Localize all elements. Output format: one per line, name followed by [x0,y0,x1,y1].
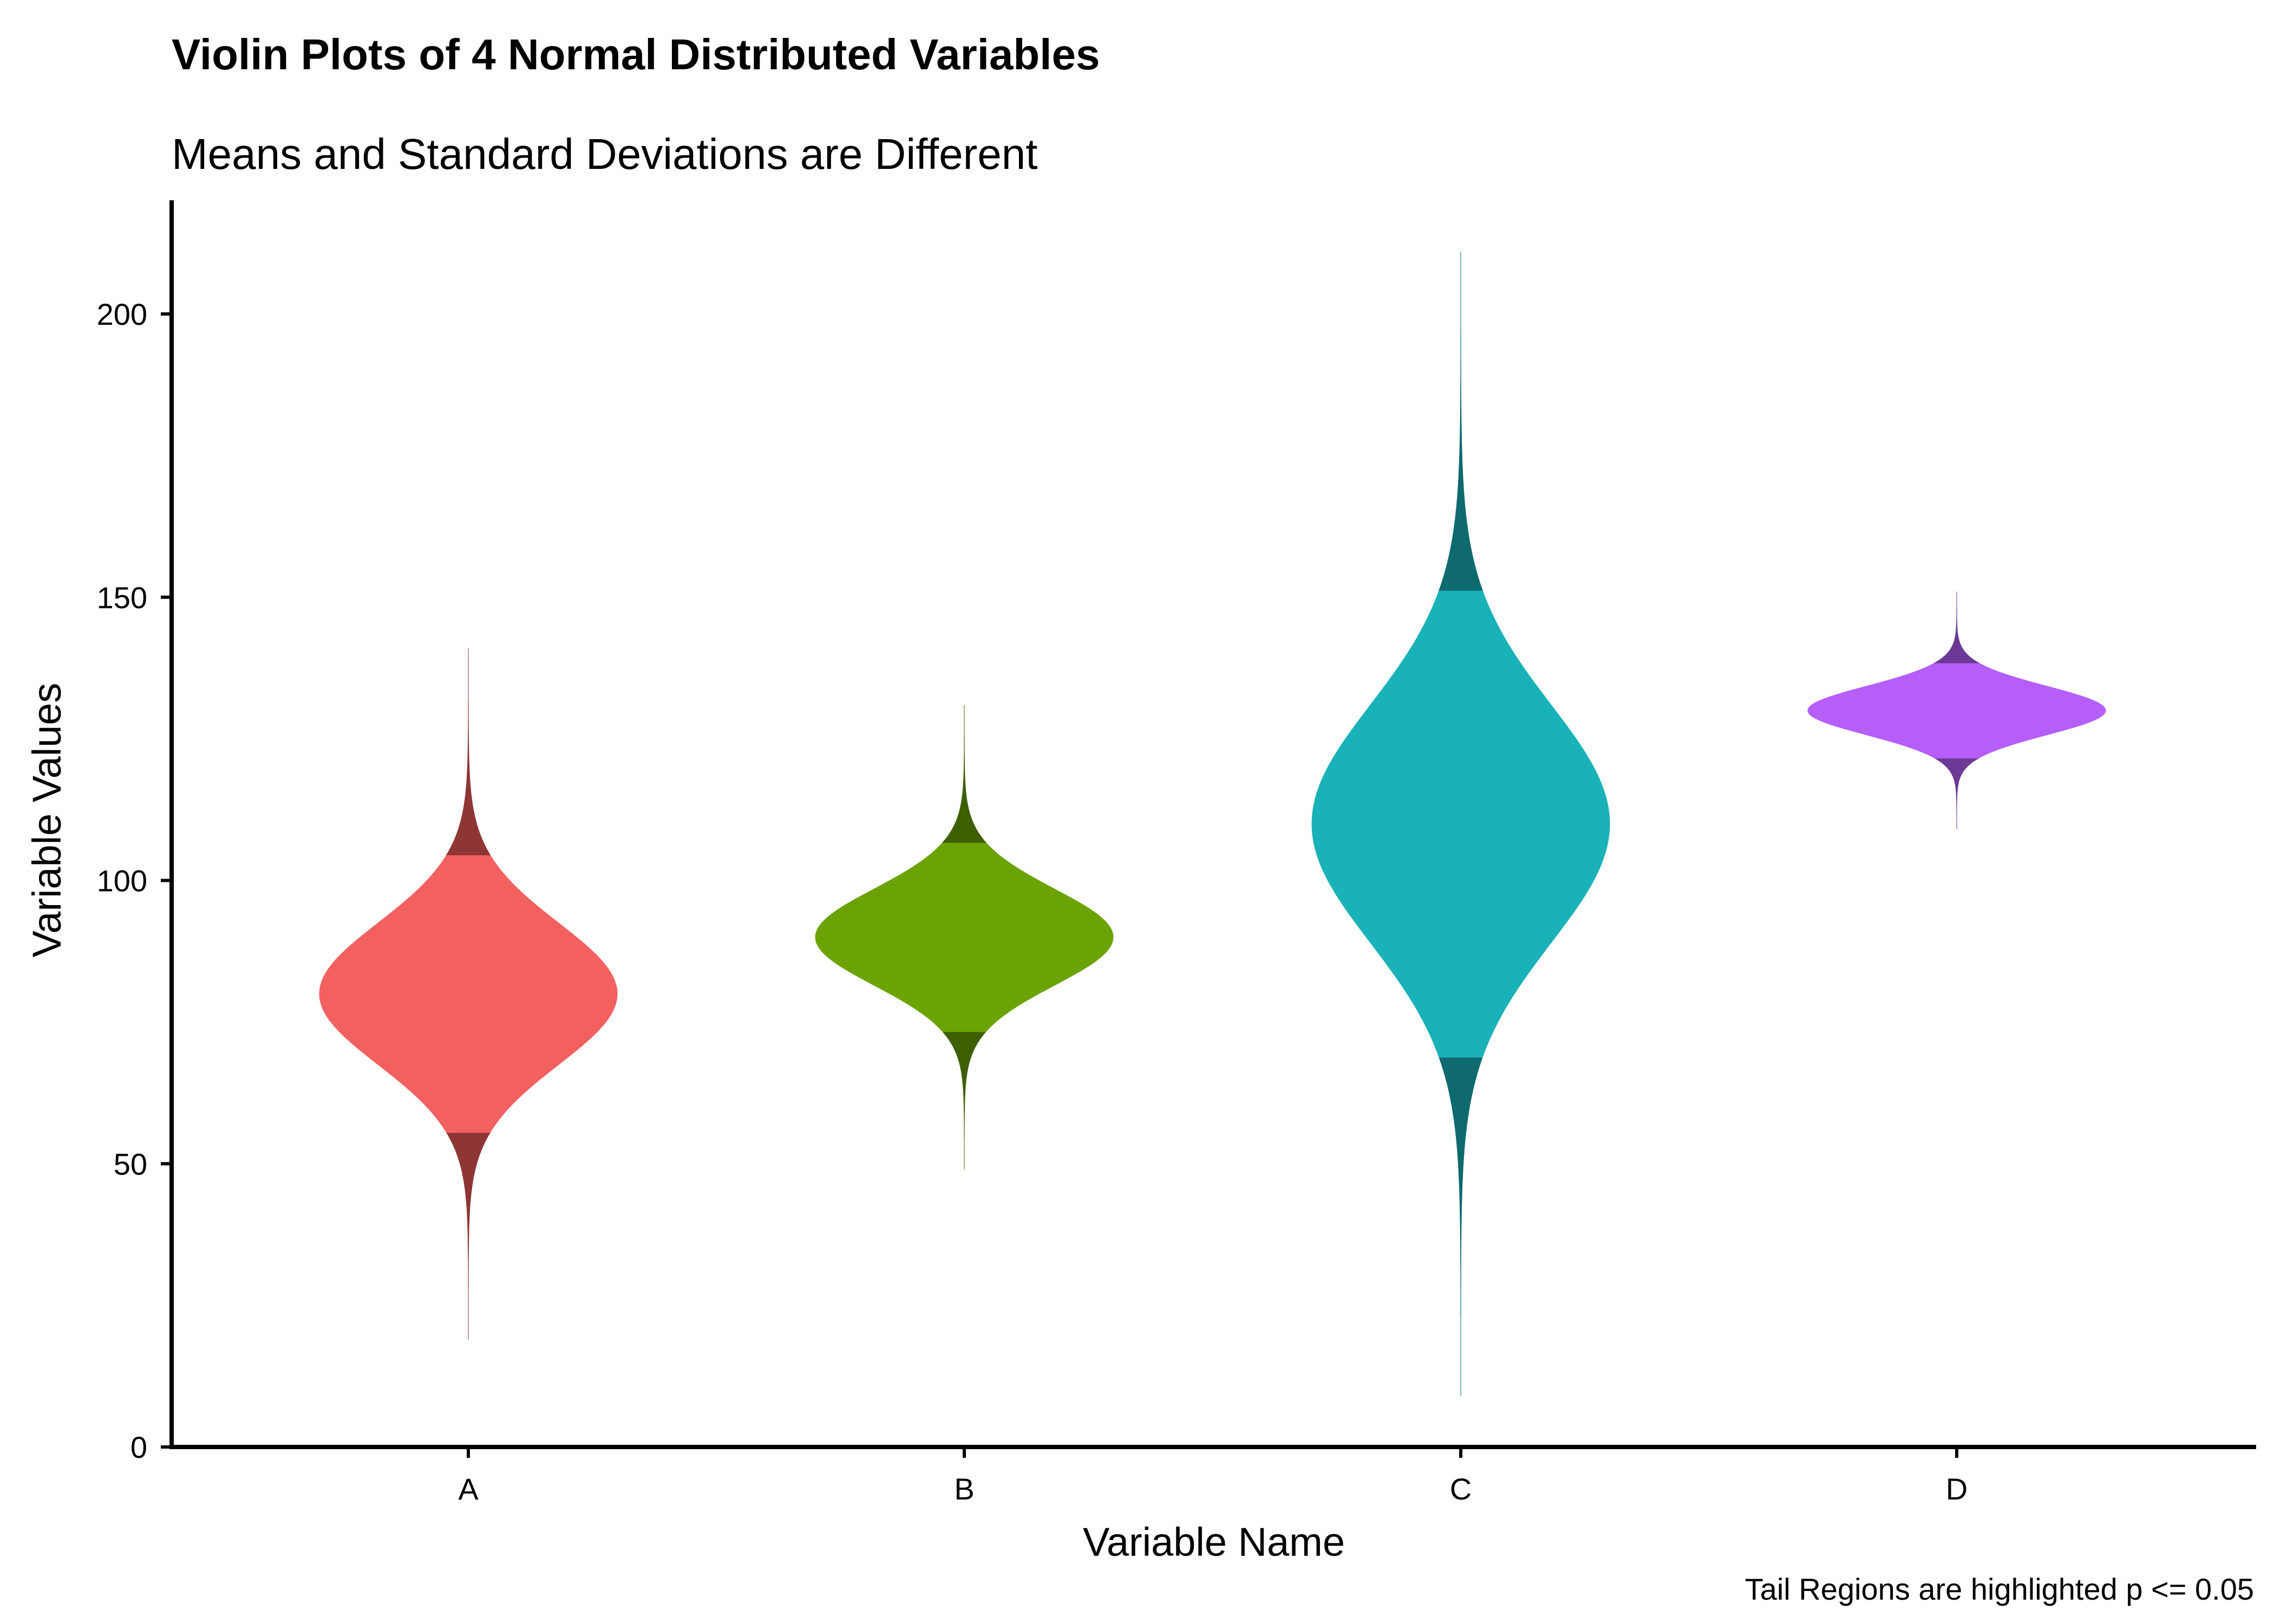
x-tick-label: B [954,1472,974,1506]
violin-lower-tail [1933,758,1980,830]
violin-body [1311,590,1610,1058]
plot-area [319,251,2106,1396]
y-axis-title: Variable Values [24,683,69,957]
x-tick-label: D [1946,1472,1968,1506]
y-axis: 0 50 100 150 200 [97,297,172,1464]
y-tick-label: 100 [97,864,147,898]
chart-subtitle: Means and Standard Deviations are Differ… [172,130,1037,178]
x-axis: A B C D [458,1447,1968,1506]
chart-caption: Tail Regions are highlighted p <= 0.05 [1745,1572,2254,1606]
violin-lower-tail [942,1031,987,1170]
y-tick-label: 200 [97,297,147,331]
violin-upper-tail [446,648,491,855]
violin-body [319,854,618,1133]
violin-a [319,648,618,1340]
chart-title: Violin Plots of 4 Normal Distributed Var… [172,30,1100,78]
violin-c [1311,251,1610,1396]
y-tick-label: 150 [97,580,147,614]
violin-b [815,705,1114,1170]
violin-lower-tail [446,1132,491,1340]
violin-upper-tail [1439,251,1483,591]
violin-upper-tail [942,705,987,843]
violin-upper-tail [1933,591,1980,664]
violin-d [1807,591,2106,830]
violin-body [1807,663,2106,758]
x-tick-label: A [458,1472,479,1506]
y-tick-label: 50 [114,1147,147,1181]
violin-body [815,842,1114,1032]
y-tick-label: 0 [130,1430,147,1464]
x-tick-label: C [1450,1472,1472,1506]
violin-lower-tail [1439,1057,1483,1396]
x-axis-title: Variable Name [1083,1520,1345,1564]
